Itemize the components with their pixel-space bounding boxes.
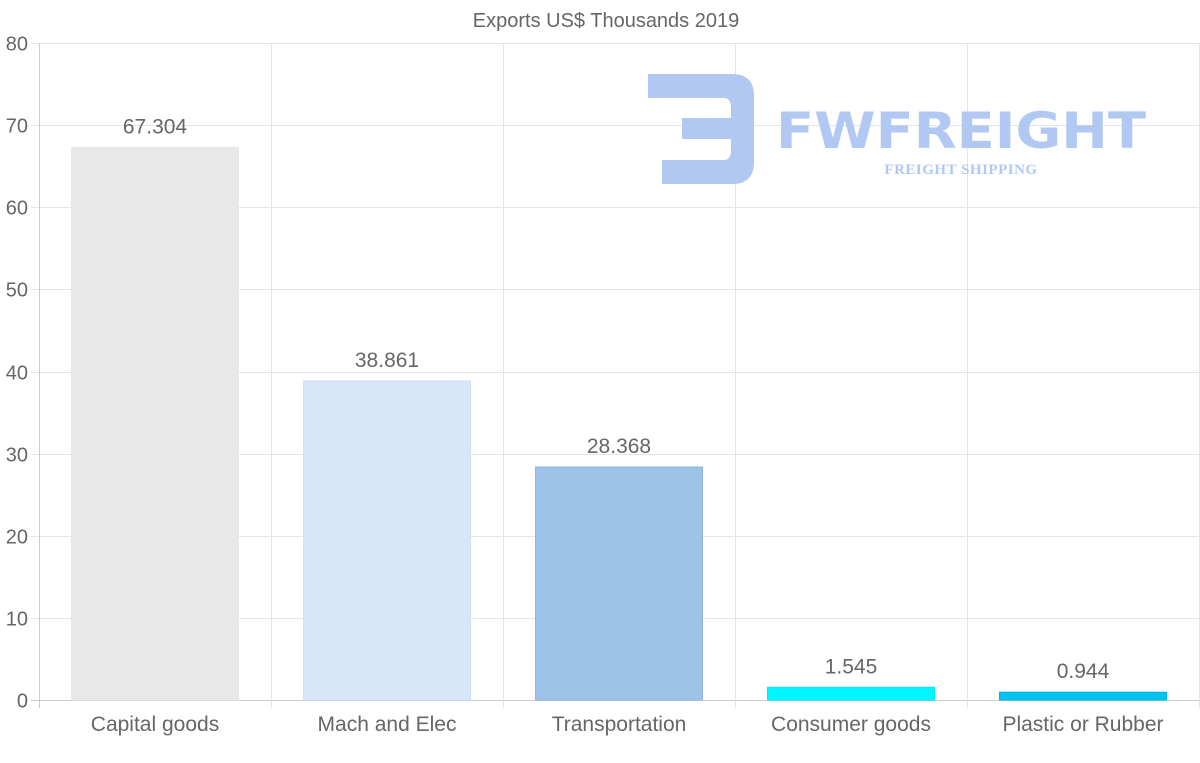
x-tick-labels: Capital goods Mach and Elec Transportation… — [91, 713, 1164, 736]
y-tick-label: 20 — [6, 527, 28, 549]
bars — [71, 146, 1167, 701]
bar-plastic-or-rubber[interactable] — [999, 691, 1167, 701]
chart-title: Exports US$ Thousands 2019 — [473, 10, 739, 32]
data-label: 28.368 — [587, 435, 651, 458]
x-tick-label: Transportation — [552, 713, 687, 736]
y-tick-label: 70 — [6, 116, 28, 138]
data-label: 1.545 — [825, 655, 878, 678]
watermark-brand: FWFREIGHT — [776, 102, 1146, 160]
x-tick-label: Mach and Elec — [318, 713, 457, 736]
bar-transportation[interactable] — [535, 466, 703, 701]
y-tick-label: 0 — [17, 691, 28, 713]
brand-emblem-icon — [648, 74, 754, 184]
y-tick-label: 80 — [6, 34, 28, 56]
watermark-tagline: FREIGHT SHIPPING — [884, 162, 1037, 178]
data-label: 0.944 — [1057, 660, 1110, 683]
x-tick-label: Consumer goods — [771, 713, 931, 736]
y-tick-label: 10 — [6, 609, 28, 631]
y-tick-label: 30 — [6, 445, 28, 467]
x-tick-label: Capital goods — [91, 713, 219, 736]
bar-capital-goods[interactable] — [71, 146, 239, 701]
bar-mach-and-elec[interactable] — [303, 380, 471, 701]
data-label: 67.304 — [123, 115, 188, 138]
y-tick-label: 40 — [6, 363, 28, 385]
y-tick-label: 60 — [6, 198, 28, 220]
x-tick-label: Plastic or Rubber — [1002, 713, 1163, 736]
bar-consumer-goods[interactable] — [767, 686, 935, 701]
data-label: 38.861 — [355, 349, 419, 372]
y-tick-labels: 0 10 20 30 40 50 60 70 80 — [6, 34, 28, 713]
y-tick-label: 50 — [6, 280, 28, 302]
watermark-logo: FWFREIGHT FREIGHT SHIPPING — [648, 74, 1146, 184]
data-labels: 67.304 38.861 28.368 1.545 0.944 — [123, 115, 1110, 683]
